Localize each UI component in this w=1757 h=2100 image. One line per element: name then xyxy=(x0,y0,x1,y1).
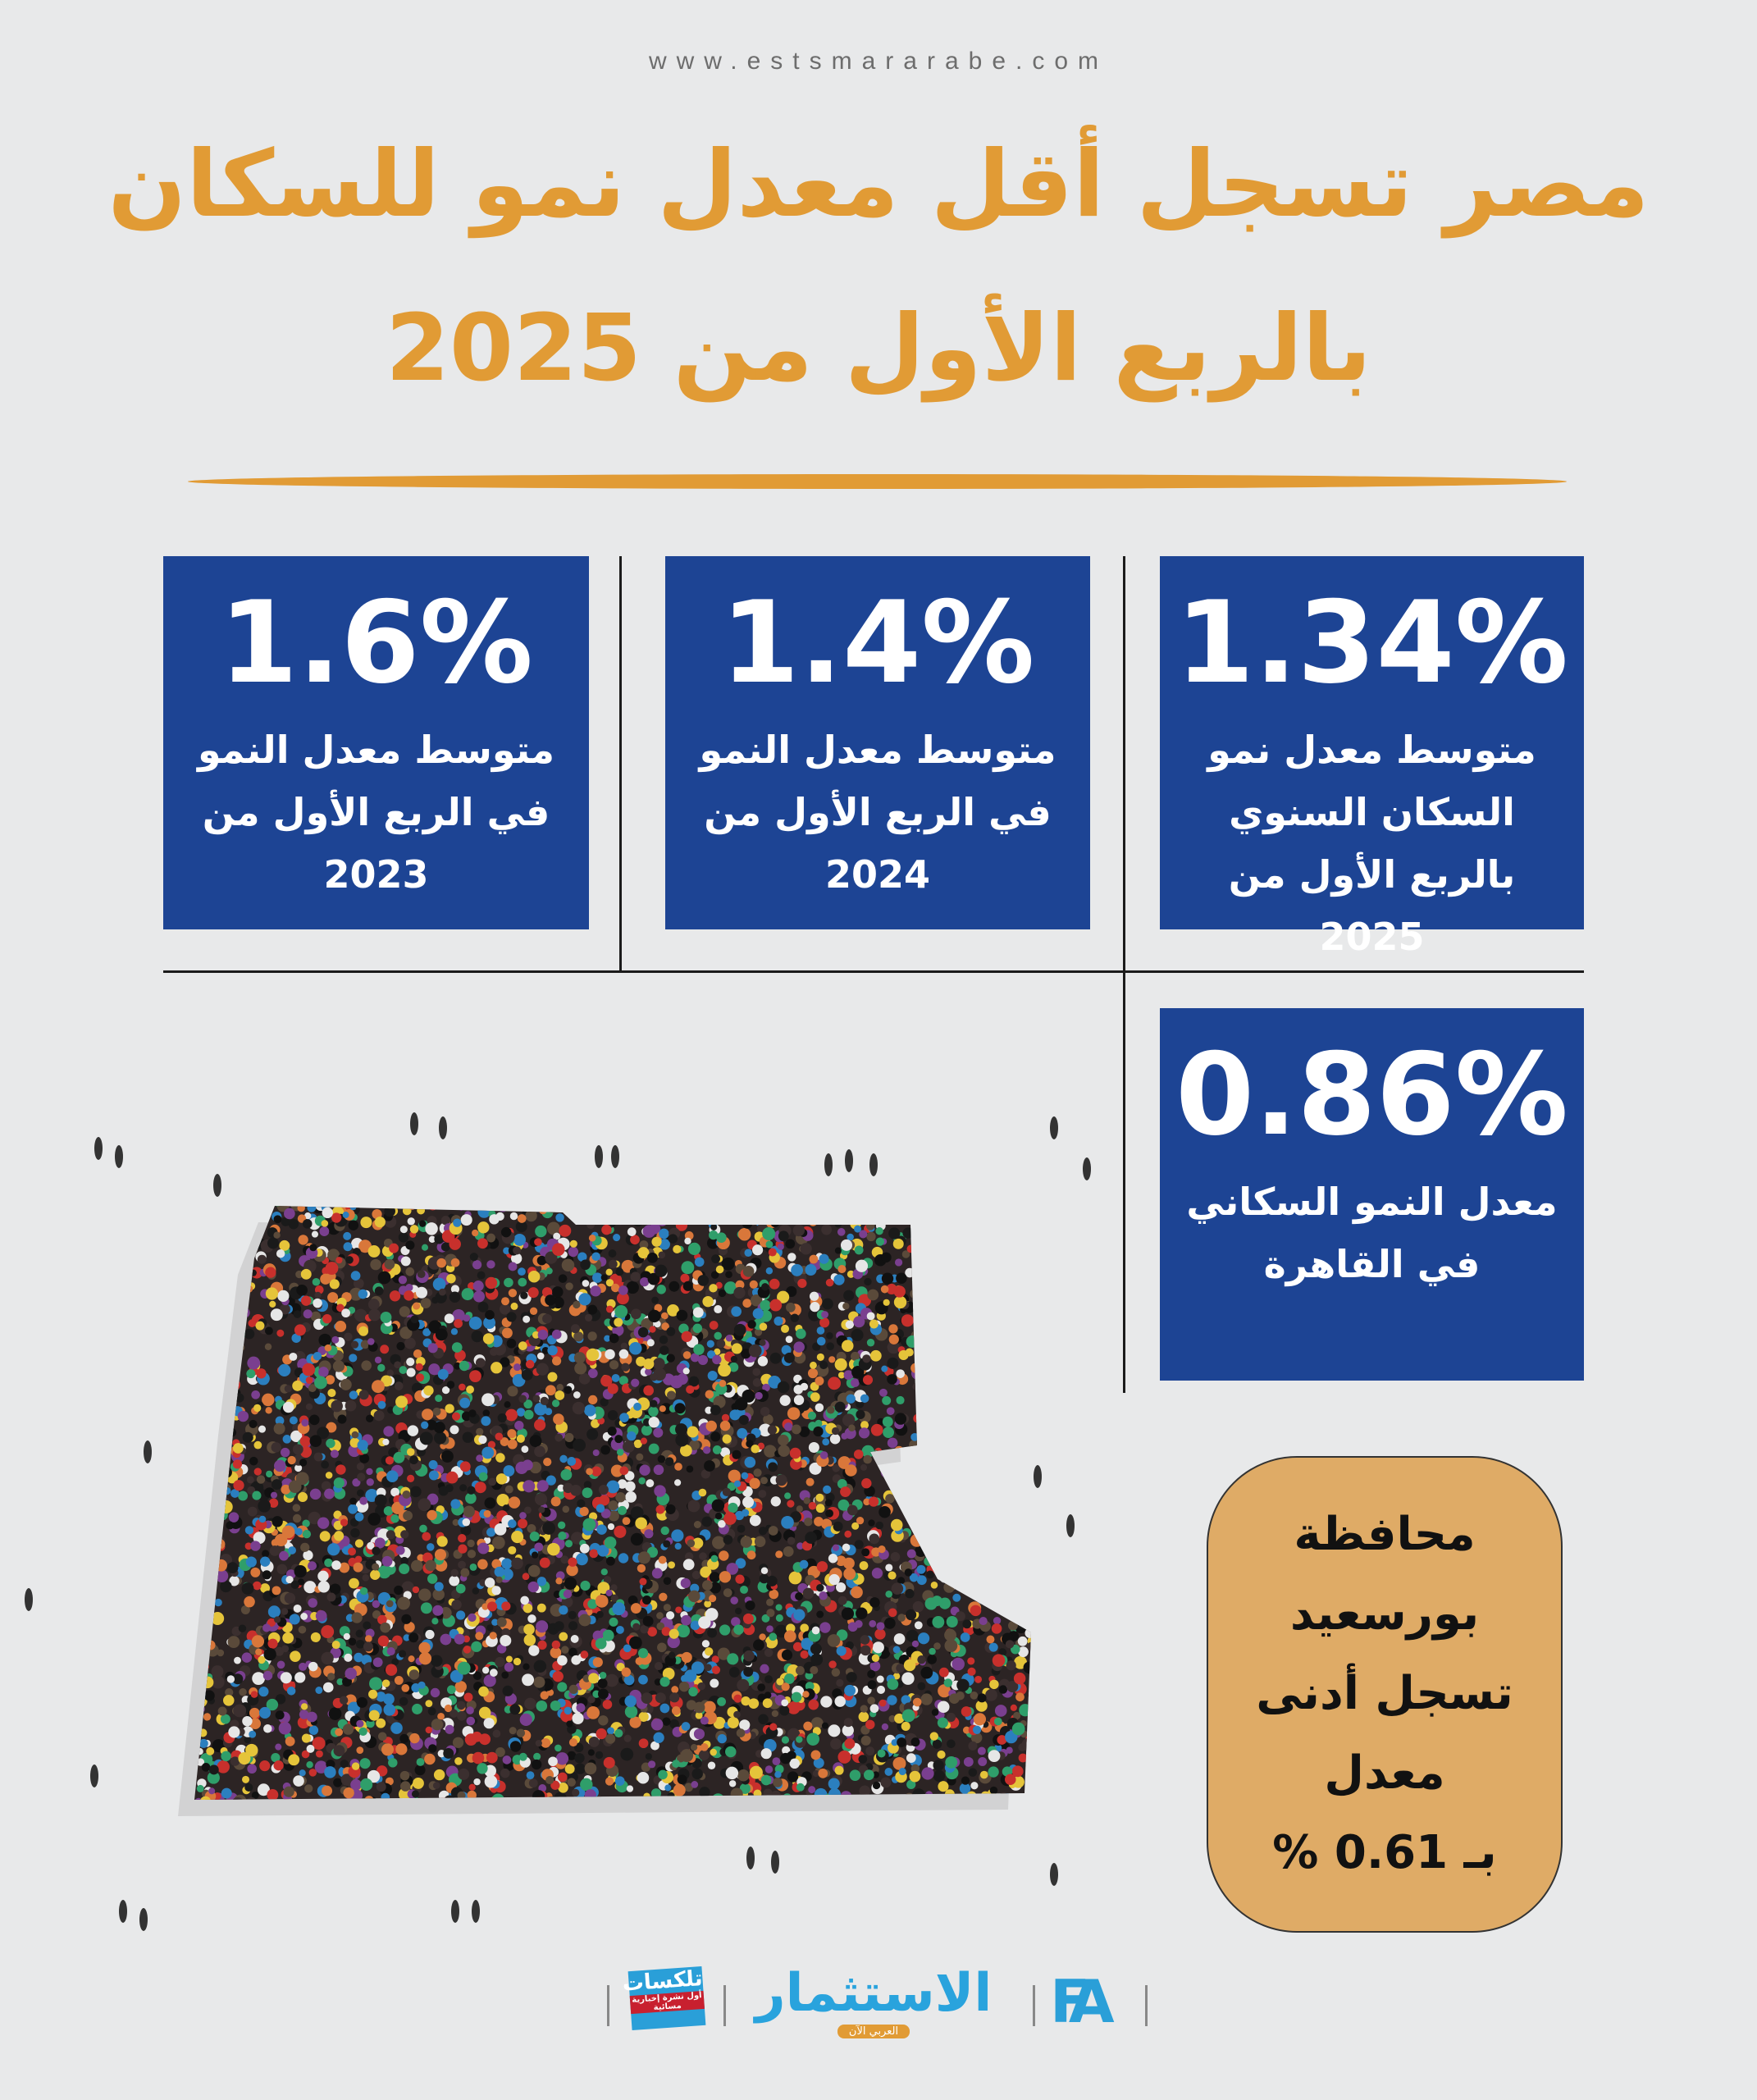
fa-logo-text: FA xyxy=(1050,1967,1115,2036)
stat-label: معدل النمو السكاني في القاهرة xyxy=(1186,1179,1558,1286)
person-figure xyxy=(1083,1157,1091,1180)
highlight-line: تسجل أدنى xyxy=(1256,1667,1513,1720)
person-figure xyxy=(746,1847,755,1869)
person-figure xyxy=(139,1908,148,1931)
person-figure xyxy=(94,1137,103,1160)
divider xyxy=(619,556,622,971)
person-figure xyxy=(439,1116,447,1139)
portsaid-highlight-card: محافظة بورسعيد تسجل أدنى معدل بـ 0.61 % xyxy=(1207,1456,1563,1933)
divider xyxy=(1123,556,1125,1393)
person-figure xyxy=(1050,1116,1058,1139)
person-figure xyxy=(595,1145,603,1168)
person-figure xyxy=(472,1900,480,1923)
person-figure xyxy=(1050,1863,1058,1886)
website-url: www.estsmararabe.com xyxy=(648,48,1109,75)
stat-card-2023: 1.6% متوسط معدل النمو في الربع الأول من … xyxy=(163,556,589,929)
person-figure xyxy=(824,1153,833,1176)
stat-label: متوسط معدل نمو السكان السنوي بالربع الأو… xyxy=(1207,727,1536,959)
stat-value: 1.6% xyxy=(219,577,533,709)
person-figure xyxy=(25,1588,33,1611)
stat-card-2025: 1.34% متوسط معدل نمو السكان السنوي بالرب… xyxy=(1160,556,1584,959)
logo-separator xyxy=(723,1985,726,2026)
talksat-logo: تلكسات أول نشرة إخبارية مسائية xyxy=(622,1965,706,2031)
stat-card-2024: 1.4% متوسط معدل النمو في الربع الأول من … xyxy=(665,556,1090,929)
fa-logo: FA xyxy=(1050,1972,1120,2031)
highlight-line: معدل xyxy=(1324,1746,1445,1800)
person-figure xyxy=(115,1145,123,1168)
crowd-egypt-map-illustration xyxy=(25,1112,1091,1931)
estsmar-logo: الاستثمار العربي الآن xyxy=(742,1965,1005,2038)
highlight-line: بورسعيد xyxy=(1289,1587,1480,1641)
person-figure xyxy=(845,1149,853,1172)
highlight-line: محافظة xyxy=(1294,1508,1476,1561)
estsmar-logo-text: الاستثمار xyxy=(755,1963,993,2024)
person-figure xyxy=(213,1174,221,1197)
stat-value: 0.86% xyxy=(1175,1029,1568,1161)
divider xyxy=(163,970,1584,973)
page-title-line-1: مصر تسجل أقل معدل نمو للسكان xyxy=(107,131,1650,238)
stat-card-cairo: 0.86% معدل النمو السكاني في القاهرة xyxy=(1160,1008,1584,1381)
person-figure xyxy=(144,1440,152,1463)
logo-separator xyxy=(1033,1985,1035,2026)
stat-label: متوسط معدل النمو في الربع الأول من 2023 xyxy=(197,727,555,897)
person-figure xyxy=(611,1145,619,1168)
person-figure xyxy=(90,1764,98,1787)
person-figure xyxy=(119,1900,127,1923)
person-figure xyxy=(869,1153,878,1176)
stat-value: 1.34% xyxy=(1175,577,1568,709)
person-figure xyxy=(1066,1514,1075,1537)
person-figure xyxy=(1034,1465,1042,1488)
person-figure xyxy=(771,1851,779,1874)
stat-label: متوسط معدل النمو في الربع الأول من 2024 xyxy=(699,727,1056,897)
highlight-line: بـ 0.61 % xyxy=(1272,1826,1497,1879)
title-underline-brush xyxy=(188,474,1567,489)
page-title-line-2: بالربع الأول من 2025 xyxy=(386,295,1371,402)
logo-separator xyxy=(1145,1985,1148,2026)
logo-separator xyxy=(607,1985,609,2026)
estsmar-tagline: العربي الآن xyxy=(837,2025,910,2038)
person-figure xyxy=(410,1112,418,1135)
stat-value: 1.4% xyxy=(720,577,1035,709)
person-figure xyxy=(451,1900,459,1923)
